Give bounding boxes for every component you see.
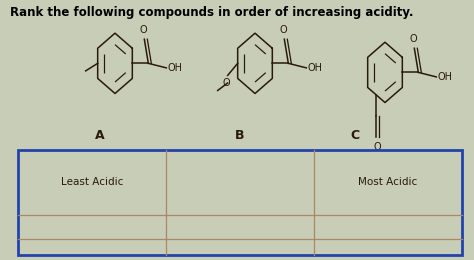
- Text: Least Acidic: Least Acidic: [61, 177, 123, 187]
- Text: OH: OH: [307, 63, 322, 73]
- Text: Most Acidic: Most Acidic: [358, 177, 418, 187]
- Text: OH: OH: [167, 63, 182, 73]
- Text: O: O: [223, 79, 230, 88]
- Text: O: O: [280, 25, 287, 35]
- Text: O: O: [410, 34, 417, 44]
- Text: C: C: [350, 129, 360, 142]
- Text: OH: OH: [438, 72, 452, 82]
- Text: B: B: [235, 129, 245, 142]
- Text: Rank the following compounds in order of increasing acidity.: Rank the following compounds in order of…: [10, 6, 413, 19]
- Text: O: O: [139, 25, 147, 35]
- Text: O: O: [374, 142, 381, 152]
- Text: A: A: [95, 129, 105, 142]
